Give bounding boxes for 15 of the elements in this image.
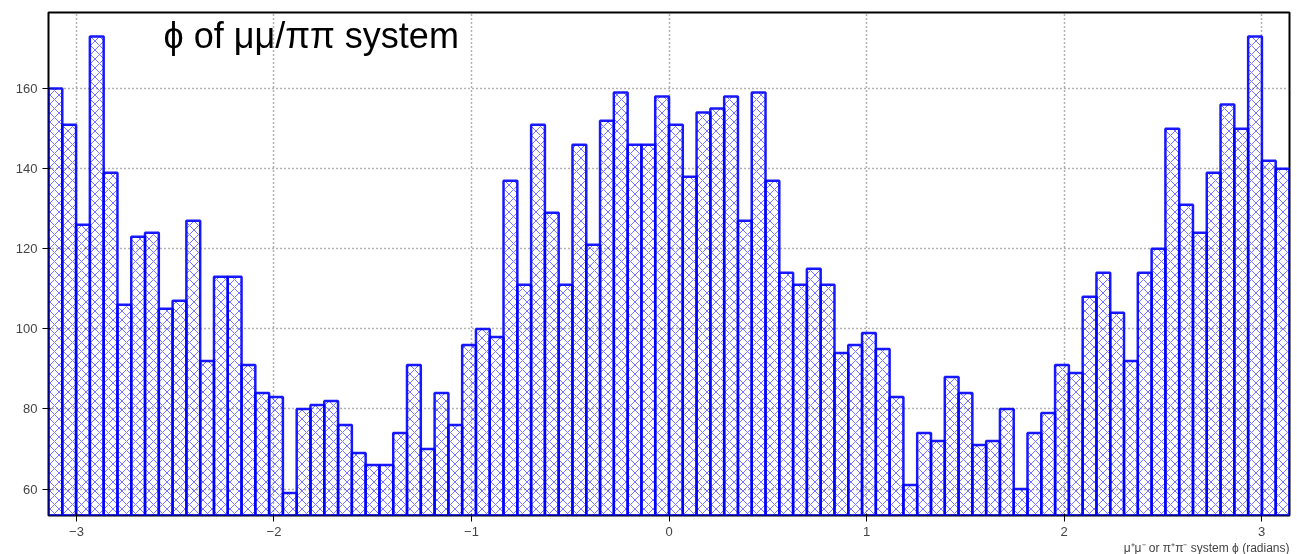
y-tick-label: 140	[15, 161, 38, 177]
x-tick-label: 1	[862, 523, 871, 539]
y-tick-label: 80	[23, 401, 38, 417]
x-tick-label: −1	[464, 523, 479, 539]
y-tick-label: 60	[23, 481, 38, 497]
x-tick-label: 0	[665, 523, 673, 539]
y-tick-label: 120	[15, 241, 38, 257]
chart-title: ϕ of μμ/ππ system	[163, 14, 459, 56]
x-tick-label: 3	[1257, 523, 1266, 539]
y-tick-label: 160	[15, 81, 38, 97]
x-tick-label: −3	[69, 523, 84, 539]
x-axis-title: μ⁺μ⁻ or π⁺π⁻ system ϕ (radians)	[1123, 540, 1290, 554]
x-tick-label: −2	[266, 523, 282, 539]
x-tick-label: 2	[1060, 523, 1068, 539]
y-tick-label: 100	[15, 321, 38, 337]
